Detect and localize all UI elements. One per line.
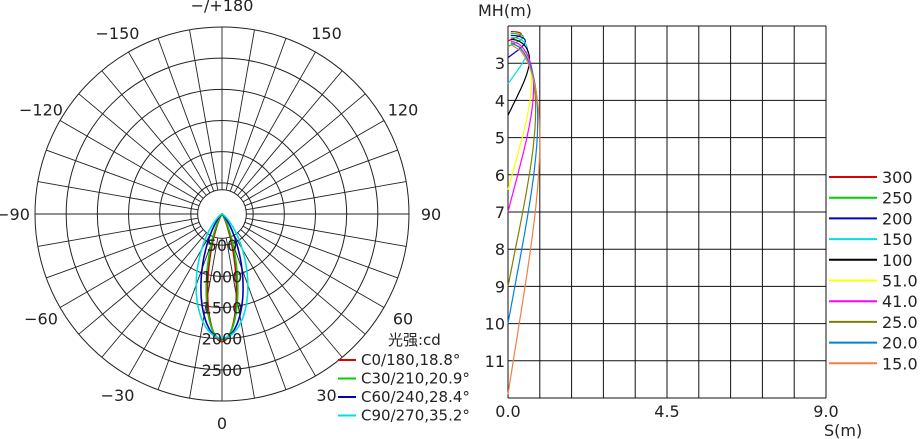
polar-spoke <box>229 236 287 390</box>
polar-ring <box>128 120 316 308</box>
polar-legend: 光强:cd C0/180,18.8°C30/210,20.9°C60/240,28… <box>338 331 470 425</box>
polar-spoke <box>225 237 255 399</box>
polar-spoke <box>189 237 219 399</box>
angle-label: −150 <box>96 24 140 43</box>
polar-spoke <box>229 38 287 192</box>
iso-curve <box>507 36 529 85</box>
iso-curve <box>507 38 531 116</box>
y-tick-label: 7 <box>495 203 505 222</box>
y-tick-label: 5 <box>495 129 505 148</box>
polar-spoke <box>46 221 200 279</box>
polar-ring <box>159 151 285 277</box>
polar-intensity-chart: 500 1000 1500 2000 2500 0 30 60 90 120 150 −/+180 −1… <box>0 0 441 433</box>
y-tick-label: 3 <box>495 54 505 73</box>
angle-label: −90 <box>0 205 30 224</box>
radial-tick-label: 2500 <box>202 361 243 380</box>
y-axis-label: MH(m) <box>478 1 532 20</box>
angle-label: 120 <box>388 101 419 120</box>
y-tick-label: 11 <box>485 352 505 371</box>
polar-ring <box>190 182 254 246</box>
polar-spoke <box>237 70 343 196</box>
polar-spoke <box>240 93 366 199</box>
polar-curve <box>195 213 249 339</box>
y-tick-label: 10 <box>485 315 505 334</box>
isolux-grid-chart: MH(m) S(m) 3 4 5 6 7 8 9 10 11 0.0 4.5 9.0 <box>478 1 862 439</box>
polar-spoke <box>242 120 385 203</box>
legend-label: 25.0 <box>882 313 918 332</box>
legend-label: 41.0 <box>882 292 918 311</box>
unit-label: 光强:cd <box>388 331 441 349</box>
legend-label: 300 <box>882 168 913 187</box>
angle-label: 60 <box>393 310 413 329</box>
legend-label: 250 <box>882 189 913 208</box>
x-tick-label: 0.0 <box>495 402 520 421</box>
legend-label: 20.0 <box>882 334 918 353</box>
polar-spoke <box>233 51 316 194</box>
angle-label: −/+180 <box>191 0 254 15</box>
angle-label: −30 <box>101 386 135 405</box>
polar-spoke <box>78 229 204 335</box>
polar-spoke <box>101 232 207 358</box>
angle-label: −60 <box>24 310 58 329</box>
polar-ring <box>34 26 410 402</box>
polar-spoke <box>46 149 200 207</box>
polar-spoke <box>59 120 202 203</box>
angle-label: −120 <box>19 101 63 120</box>
polar-spoke <box>233 234 316 377</box>
legend-label: 51.0 <box>882 272 918 291</box>
legend-label: C60/240,28.4° <box>361 388 470 406</box>
polar-spoke <box>128 51 211 194</box>
y-tick-label: 4 <box>495 91 505 110</box>
angle-label: 90 <box>421 205 441 224</box>
polar-curve <box>205 213 239 341</box>
polar-spoke <box>189 29 219 191</box>
y-tick-label: 9 <box>495 277 505 296</box>
polar-spoke <box>242 225 385 308</box>
x-tick-label: 9.0 <box>813 402 838 421</box>
radial-tick-label: 1000 <box>202 267 243 286</box>
polar-spoke <box>240 229 366 335</box>
polar-spoke <box>244 221 398 279</box>
polar-spoke <box>37 181 199 211</box>
radial-tick-label: 2000 <box>202 330 243 349</box>
legend-label: C30/210,20.9° <box>361 370 470 388</box>
polar-spoke <box>157 236 215 390</box>
polar-spoke <box>157 38 215 192</box>
angle-label: 150 <box>311 24 342 43</box>
polar-spoke <box>78 93 204 199</box>
angle-label: 0 <box>217 414 227 433</box>
legend-label: 200 <box>882 209 913 228</box>
radial-tick-label: 500 <box>207 236 238 255</box>
angle-label: 30 <box>316 386 336 405</box>
legend-label: 150 <box>882 230 913 249</box>
polar-spoke <box>237 232 343 358</box>
polar-spoke <box>101 70 207 196</box>
x-axis-label: S(m) <box>824 421 862 439</box>
polar-spoke <box>37 217 199 247</box>
y-tick-label: 8 <box>495 240 505 259</box>
iso-curve <box>507 44 541 395</box>
legend-label: 100 <box>882 251 913 270</box>
polar-spoke <box>244 149 398 207</box>
y-tick-label: 6 <box>495 166 505 185</box>
legend-label: C90/270,35.2° <box>361 407 470 425</box>
polar-spoke <box>245 181 407 211</box>
polar-spoke <box>245 217 407 247</box>
polar-spoke <box>59 225 202 308</box>
polar-spoke <box>128 234 211 377</box>
polar-ring <box>65 57 379 371</box>
radial-tick-label: 1500 <box>202 299 243 318</box>
legend-label: C0/180,18.8° <box>361 351 460 369</box>
legend-label: 15.0 <box>882 354 918 373</box>
x-tick-label: 4.5 <box>654 402 679 421</box>
polar-spoke <box>225 29 255 191</box>
